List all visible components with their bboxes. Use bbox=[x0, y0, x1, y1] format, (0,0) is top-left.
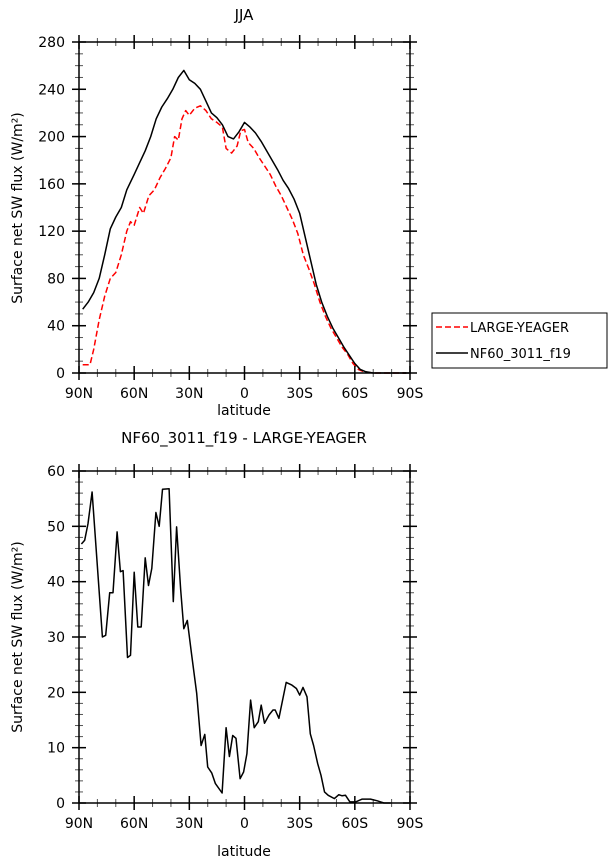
y-tick-label: 30 bbox=[47, 630, 65, 646]
x-tick-label: 30S bbox=[286, 386, 313, 402]
y-axis-label: Surface net SW flux (W/m²) bbox=[10, 541, 26, 733]
x-tick-label: 30S bbox=[286, 816, 313, 832]
x-tick-label: 90S bbox=[397, 386, 424, 402]
plot-frame bbox=[78, 41, 411, 374]
series-line-difference bbox=[80, 487, 391, 804]
y-tick-label: 60 bbox=[47, 464, 65, 480]
series-line-nf60-3011-f19 bbox=[82, 69, 407, 374]
x-axis-label: latitude bbox=[217, 844, 271, 860]
legend-label-nf60: NF60_3011_f19 bbox=[470, 347, 571, 362]
x-tick-label: 0 bbox=[240, 386, 249, 402]
x-tick-label: 60S bbox=[341, 816, 368, 832]
x-tick-label: 90N bbox=[65, 386, 93, 402]
y-tick-label: 20 bbox=[47, 685, 65, 701]
legend: LARGE-YEAGER NF60_3011_f19 bbox=[431, 312, 608, 369]
y-tick-label: 80 bbox=[47, 271, 65, 287]
legend-box bbox=[431, 312, 608, 369]
x-axis-label: latitude bbox=[217, 403, 271, 419]
y-tick-label: 120 bbox=[38, 224, 65, 240]
top-panel-jja: JJA latitude Surface net SW flux (W/m²) … bbox=[10, 6, 423, 419]
x-tick-label: 90N bbox=[65, 816, 93, 832]
chart-title: JJA bbox=[234, 6, 255, 24]
x-tick-label: 90S bbox=[397, 816, 424, 832]
y-tick-label: 0 bbox=[56, 796, 65, 812]
y-tick-label: 200 bbox=[38, 130, 65, 146]
bottom-panel-difference: NF60_3011_f19 - LARGE-YEAGER latitude Su… bbox=[10, 429, 423, 860]
y-tick-label: 160 bbox=[38, 177, 65, 193]
y-tick-label: 40 bbox=[47, 319, 65, 335]
x-tick-label: 60N bbox=[120, 386, 148, 402]
y-tick-label: 10 bbox=[47, 741, 65, 757]
y-tick-label: 0 bbox=[56, 366, 65, 382]
y-tick-label: 280 bbox=[38, 35, 65, 51]
y-axis-label: Surface net SW flux (W/m²) bbox=[10, 112, 26, 304]
y-tick-label: 240 bbox=[38, 82, 65, 98]
x-tick-label: 30N bbox=[175, 386, 203, 402]
x-tick-label: 60N bbox=[120, 816, 148, 832]
x-tick-label: 30N bbox=[175, 816, 203, 832]
y-tick-label: 50 bbox=[47, 519, 65, 535]
x-tick-label: 60S bbox=[341, 386, 368, 402]
series-line-large-yeager bbox=[82, 105, 407, 374]
legend-label-large-yeager: LARGE-YEAGER bbox=[470, 321, 569, 336]
plot-frame bbox=[78, 470, 411, 804]
y-tick-label: 40 bbox=[47, 575, 65, 591]
chart-title: NF60_3011_f19 - LARGE-YEAGER bbox=[121, 429, 367, 448]
x-tick-label: 0 bbox=[240, 816, 249, 832]
